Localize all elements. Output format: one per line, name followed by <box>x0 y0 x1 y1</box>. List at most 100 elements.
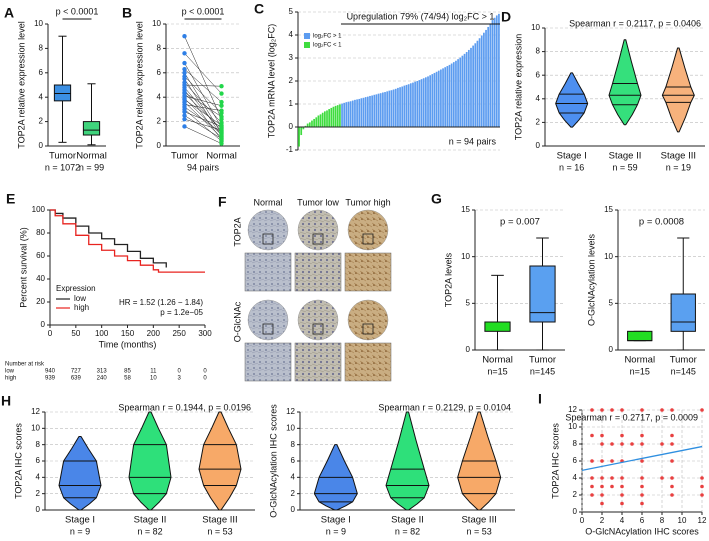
x-tick-label: 0 <box>48 329 53 338</box>
y-tick-label: 15 <box>461 205 470 214</box>
y-tick-label: 2 <box>36 489 41 498</box>
dot <box>182 51 187 56</box>
ihc-zoom <box>344 342 392 382</box>
column-header: Tumor high <box>345 197 390 207</box>
bar <box>394 88 397 127</box>
y-tick-label: 4 <box>291 472 296 481</box>
point <box>640 433 644 438</box>
bar <box>313 118 315 127</box>
bar <box>409 83 412 127</box>
dot <box>182 116 187 122</box>
panel-letter: C <box>254 1 264 17</box>
y-tick-label: 2 <box>291 489 296 498</box>
bar <box>418 80 421 127</box>
bar <box>343 102 346 127</box>
zoom-box <box>362 233 374 245</box>
x-tick-label: Tumor <box>670 355 697 366</box>
annotation: p < 0.0001 <box>56 6 99 16</box>
bar <box>354 99 356 127</box>
zoom-box <box>312 233 324 245</box>
box <box>627 330 653 342</box>
y-tick-label: 8 <box>536 47 541 56</box>
survival-curve <box>50 209 167 268</box>
n-label: n=145 <box>671 366 696 376</box>
x-tick-label: Stage II <box>609 151 642 162</box>
row-label: TOP2A <box>232 217 242 246</box>
ihc-zoom <box>244 252 292 292</box>
point <box>590 433 594 438</box>
point <box>620 484 624 489</box>
bar <box>379 93 382 127</box>
point <box>630 442 634 446</box>
annotation: p = 0.0008 <box>639 217 684 228</box>
bar <box>319 114 322 127</box>
n-label: n = 94 pairs <box>449 136 497 146</box>
point <box>600 433 604 438</box>
annotation: Spearman r = 0.2117, p = 0.0406 <box>569 18 701 28</box>
y-tick-label: 5 <box>466 298 471 307</box>
legend-swatch <box>304 33 310 39</box>
x-tick-label: Normal <box>624 355 655 366</box>
point <box>600 501 604 506</box>
annotation: Spearman r = 0.2717, p = 0.0009 <box>565 412 698 422</box>
pair-line <box>184 53 222 94</box>
bar <box>474 43 477 127</box>
risk-value: 240 <box>97 376 108 382</box>
chart-panel: A 0 2 4 6 8 10 TOP2A relative expression level T… <box>4 5 107 173</box>
bar <box>330 107 333 127</box>
risk-row-name: high <box>5 376 16 382</box>
bar <box>334 105 337 127</box>
panel-letter: G <box>431 191 442 207</box>
dot <box>182 60 187 66</box>
bar <box>341 103 343 127</box>
point <box>640 442 644 446</box>
x-tick-label: 300 <box>198 329 212 338</box>
x-axis-label: O-GlcNAcylation IHC scores <box>585 526 699 536</box>
y-tick-label: 3 <box>289 53 294 62</box>
n-label: n = 9 <box>326 526 346 536</box>
y-tick-label: 8 <box>157 44 162 53</box>
n-label: n = 59 <box>612 162 637 172</box>
pair-line <box>184 72 222 134</box>
y-tick-label: 5 <box>289 7 294 16</box>
risk-value: 85 <box>124 369 131 375</box>
bar <box>459 57 462 127</box>
bar <box>429 75 432 127</box>
y-tick-label: 10 <box>461 252 470 261</box>
x-tick-label: Normal <box>76 151 107 162</box>
x-tick-label: Normal <box>206 151 237 162</box>
box <box>484 321 511 332</box>
y-tick-label: 12 <box>568 405 577 414</box>
bar <box>470 47 472 127</box>
x-tick-label: 50 <box>71 329 80 338</box>
y-tick-label: 10 <box>152 19 161 28</box>
x-tick-label: 8 <box>660 516 665 525</box>
x-tick-label: Stage I <box>321 515 351 526</box>
y-tick-label: 12 <box>31 407 40 416</box>
x-tick-label: 2 <box>600 516 605 525</box>
n-label: n = 82 <box>137 526 162 536</box>
annotation: Upregulation 79% (74/94) log₂FC > 1 <box>347 11 495 21</box>
x-tick-label: Tumor <box>529 355 556 366</box>
y-tick-label: 6 <box>291 456 296 465</box>
annotation: p = 1.2e−05 <box>160 308 203 317</box>
bar <box>375 94 378 127</box>
y-tick-label: 40 <box>36 274 45 283</box>
point <box>620 442 624 446</box>
risk-value: 939 <box>45 376 56 382</box>
violin <box>661 47 695 133</box>
bar <box>448 64 451 127</box>
ihc-core <box>297 209 339 251</box>
pair-line <box>184 84 222 87</box>
point <box>700 484 704 489</box>
x-tick-label: Stage I <box>65 515 95 526</box>
y-tick-label: 10 <box>31 423 40 432</box>
point <box>640 408 644 412</box>
y-tick-label: 6 <box>157 68 162 77</box>
bar <box>347 101 350 127</box>
bar <box>321 112 324 127</box>
legend-label: low <box>74 294 86 303</box>
y-tick-label: 4 <box>36 472 41 481</box>
fit-line <box>581 445 703 471</box>
